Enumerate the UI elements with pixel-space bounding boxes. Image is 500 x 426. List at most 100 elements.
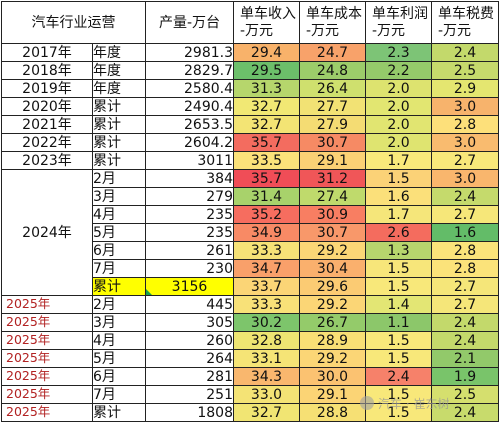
production-value: 2981.3 bbox=[184, 44, 233, 61]
table-row: 2025年 3月 305 30.2 26.7 1.1 2.4 bbox=[1, 313, 499, 332]
header-title: 汽车行业运营 bbox=[1, 1, 146, 44]
cost-cell: 30.7 bbox=[299, 133, 366, 152]
header-cost-line2: -万元 bbox=[306, 22, 340, 39]
period-cell: 3月 bbox=[92, 313, 146, 332]
year-cell: 2025年 bbox=[1, 349, 93, 368]
production-value: 251 bbox=[206, 386, 233, 403]
profit-cell: 2.0 bbox=[365, 97, 432, 116]
year-cell: 2025年 bbox=[1, 295, 93, 314]
production-cell: 235 bbox=[145, 223, 234, 242]
table-row: 2024年 2月 384 35.7 31.2 1.5 3.0 bbox=[1, 169, 499, 296]
year-cell: 2025年 bbox=[1, 313, 93, 332]
production-value: 2580.4 bbox=[184, 80, 233, 97]
tax-cell: 2.1 bbox=[431, 349, 499, 368]
watermark-logo-icon bbox=[360, 396, 374, 410]
header-tax: 单车税费 -万元 bbox=[431, 1, 499, 44]
tax-cell: 2.7 bbox=[431, 151, 499, 170]
profit-cell: 1.5 bbox=[365, 169, 432, 188]
table-row: 5月 235 34.9 30.7 2.6 1.6 bbox=[2, 223, 499, 242]
period-cell: 累计 bbox=[92, 115, 146, 134]
production-cell: 2829.7 bbox=[145, 61, 234, 80]
tax-cell: 2.4 bbox=[431, 403, 499, 422]
header-profit-line2: -万元 bbox=[372, 22, 406, 39]
period-cell: 3月 bbox=[92, 187, 146, 206]
tax-cell: 2.8 bbox=[431, 241, 499, 260]
cost-cell: 30.9 bbox=[299, 205, 366, 224]
profit-cell: 1.5 bbox=[365, 331, 432, 350]
revenue-cell: 32.7 bbox=[233, 403, 300, 422]
period-cell: 4月 bbox=[92, 331, 146, 350]
cost-cell: 30.0 bbox=[299, 367, 366, 386]
revenue-cell: 30.2 bbox=[233, 313, 300, 332]
year-cell: 2021年 bbox=[1, 115, 93, 134]
tax-cell: 1.9 bbox=[431, 367, 499, 386]
revenue-cell: 33.5 bbox=[233, 151, 300, 170]
cell-comment-marker-icon bbox=[146, 289, 152, 295]
revenue-cell: 35.7 bbox=[233, 169, 300, 188]
year-cell-2024: 2024年 bbox=[1, 169, 93, 296]
production-value: 2604.2 bbox=[184, 134, 233, 151]
tax-cell: 2.8 bbox=[431, 259, 499, 278]
period-cell: 6月 bbox=[92, 241, 146, 260]
period-cell: 5月 bbox=[92, 349, 146, 368]
tax-cell: 2.9 bbox=[431, 79, 499, 98]
cost-cell: 27.7 bbox=[299, 97, 366, 116]
revenue-cell: 33.0 bbox=[233, 385, 300, 404]
production-cell: 445 bbox=[145, 295, 234, 314]
revenue-cell: 34.3 bbox=[233, 367, 300, 386]
period-cell: 6月 bbox=[92, 367, 146, 386]
cost-cell: 29.2 bbox=[299, 295, 366, 314]
tax-cell: 2.7 bbox=[431, 205, 499, 224]
production-value: 2653.5 bbox=[184, 116, 233, 133]
production-cell: 279 bbox=[145, 187, 234, 206]
table-row: 4月 235 35.2 30.9 1.7 2.7 bbox=[2, 205, 499, 224]
revenue-cell: 32.7 bbox=[233, 97, 300, 116]
production-value: 1808 bbox=[197, 404, 233, 421]
revenue-cell: 31.4 bbox=[233, 187, 300, 206]
production-value: 279 bbox=[206, 188, 233, 205]
revenue-cell: 32.8 bbox=[233, 331, 300, 350]
profit-cell: 2.0 bbox=[365, 115, 432, 134]
production-value: 2829.7 bbox=[184, 62, 233, 79]
profit-cell: 2.4 bbox=[365, 367, 432, 386]
watermark-text: 汽车 · 崔东树 bbox=[378, 396, 450, 411]
table-row: 2022年 累计 2604.2 35.7 30.7 2.0 3.0 bbox=[1, 133, 499, 152]
year-cell: 2025年 bbox=[1, 331, 93, 350]
period-cell: 7月 bbox=[92, 259, 146, 278]
profit-cell: 1.1 bbox=[365, 313, 432, 332]
year-cell: 2018年 bbox=[1, 61, 93, 80]
revenue-cell: 29.5 bbox=[233, 61, 300, 80]
watermark: 汽车 · 崔东树 bbox=[360, 394, 490, 412]
profit-cell: 2.6 bbox=[365, 223, 432, 242]
table-row: 2020年 累计 2490.4 32.7 27.7 2.0 3.0 bbox=[1, 97, 499, 116]
table-row: 7月 230 34.7 30.4 1.5 2.8 bbox=[2, 259, 499, 278]
tax-cell: 3.0 bbox=[431, 133, 499, 152]
revenue-cell: 34.9 bbox=[233, 223, 300, 242]
revenue-cell: 35.7 bbox=[233, 133, 300, 152]
revenue-cell: 33.3 bbox=[233, 295, 300, 314]
production-cell: 230 bbox=[145, 259, 234, 278]
production-value: 445 bbox=[206, 296, 233, 313]
production-value: 260 bbox=[206, 332, 233, 349]
table-row: 3月 279 31.4 27.4 1.6 2.4 bbox=[2, 187, 499, 206]
revenue-cell: 33.7 bbox=[233, 277, 300, 296]
tax-cell: 2.4 bbox=[431, 331, 499, 350]
cost-cell: 26.7 bbox=[299, 313, 366, 332]
header-row: 汽车行业运营 产量-万台 单车收入 -万元 单车成本 -万元 单车利润 -万元 单车税… bbox=[1, 1, 499, 44]
production-cell: 2653.5 bbox=[145, 115, 234, 134]
production-value: 2490.4 bbox=[184, 98, 233, 115]
cost-cell: 29.1 bbox=[299, 151, 366, 170]
tax-cell: 3.0 bbox=[431, 97, 499, 116]
production-cell: 251 bbox=[145, 385, 234, 404]
tax-cell: 2.7 bbox=[431, 295, 499, 314]
production-cell: 2604.2 bbox=[145, 133, 234, 152]
table-row: 2025年 5月 264 33.1 29.2 1.5 2.1 bbox=[1, 349, 499, 368]
profit-cell: 2.0 bbox=[365, 79, 432, 98]
table-row: 2025年 6月 281 34.3 30.0 2.4 1.9 bbox=[1, 367, 499, 386]
tax-cell: 2.4 bbox=[431, 43, 499, 62]
year-cell: 2025年 bbox=[1, 403, 93, 422]
production-value: 281 bbox=[206, 368, 233, 385]
tax-cell: 2.7 bbox=[431, 277, 499, 296]
revenue-cell: 35.2 bbox=[233, 205, 300, 224]
